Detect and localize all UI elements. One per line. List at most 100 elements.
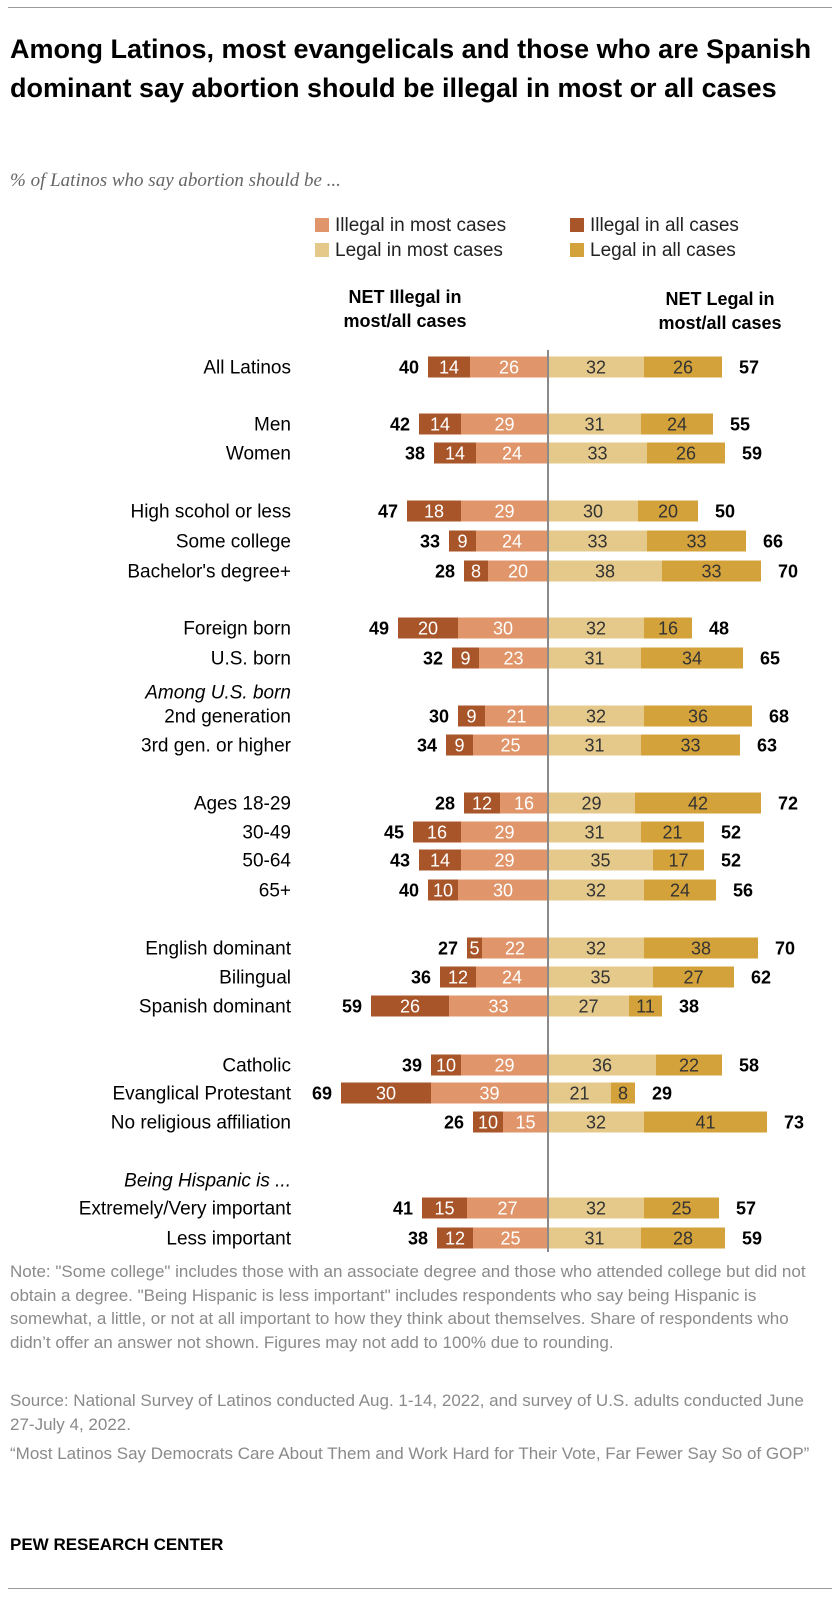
- data-label-legal-most: 35: [590, 968, 610, 988]
- bar-illegal-all: [458, 705, 485, 727]
- row-label: Less important: [166, 1229, 291, 1250]
- data-label-illegal-all: 10: [478, 1113, 498, 1133]
- bar-illegal-all: [341, 1082, 431, 1104]
- bar-legal-most: [548, 413, 641, 435]
- data-label-illegal-all: 30: [376, 1084, 396, 1104]
- bar-legal-most: [548, 1111, 644, 1133]
- data-label-illegal-all: 9: [457, 532, 467, 552]
- legend-label-illegal-most: Illegal in most cases: [335, 215, 507, 236]
- data-label-legal-all: 11: [636, 997, 655, 1017]
- bar-legal-all: [647, 530, 746, 552]
- data-label-legal-most: 32: [586, 939, 606, 959]
- bar-legal-all: [644, 705, 752, 727]
- net-illegal-header-line1: NET Illegal in: [348, 287, 462, 307]
- bar-illegal-most: [461, 821, 548, 843]
- section-label: Being Hispanic is ...: [124, 1171, 291, 1192]
- row-label: 3rd gen. or higher: [141, 736, 292, 757]
- net-illegal-value: 47: [378, 502, 398, 522]
- data-label-legal-all: 24: [670, 881, 690, 901]
- data-label-illegal-most: 16: [514, 794, 534, 814]
- net-illegal-value: 69: [312, 1084, 332, 1104]
- data-label-illegal-most: 29: [494, 1056, 514, 1076]
- bar-illegal-most: [503, 1111, 548, 1133]
- pew-logo: PEW RESEARCH CENTER: [10, 1535, 224, 1554]
- data-label-illegal-all: 12: [445, 1229, 465, 1249]
- net-legal-value: 56: [733, 881, 753, 901]
- bar-illegal-all: [413, 821, 461, 843]
- legend-swatch-illegal-all: [570, 218, 584, 232]
- data-label-illegal-all: 14: [430, 415, 450, 435]
- data-label-legal-all: 25: [671, 1199, 691, 1219]
- bar-illegal-most: [482, 937, 548, 959]
- net-legal-header: NET Legal in most/all cases: [612, 287, 828, 335]
- bar-legal-most: [548, 1054, 656, 1076]
- data-label-illegal-most: 23: [503, 649, 523, 669]
- bar-legal-most: [548, 442, 647, 464]
- top-rule: [8, 7, 832, 8]
- net-illegal-value: 27: [438, 939, 458, 959]
- net-illegal-value: 49: [369, 619, 389, 639]
- bar-illegal-all: [422, 1197, 467, 1219]
- row-label: Bachelor's degree+: [127, 562, 291, 583]
- bar-illegal-most: [467, 1197, 548, 1219]
- bar-illegal-all: [428, 356, 470, 378]
- bar-illegal-all: [431, 1054, 461, 1076]
- data-label-legal-all: 42: [688, 794, 708, 814]
- net-illegal-value: 38: [408, 1229, 428, 1249]
- data-label-illegal-most: 24: [502, 532, 522, 552]
- data-label-legal-all: 38: [691, 939, 711, 959]
- bar-illegal-all: [371, 995, 449, 1017]
- row-label: 65+: [259, 881, 291, 902]
- section-label: Among U.S. born: [144, 683, 291, 704]
- row-label: 50-64: [242, 851, 291, 872]
- bar-legal-all: [635, 792, 761, 814]
- data-label-legal-all: 34: [682, 649, 702, 669]
- data-label-illegal-all: 9: [460, 649, 470, 669]
- data-label-illegal-all: 14: [445, 444, 465, 464]
- data-label-legal-all: 28: [673, 1229, 693, 1249]
- bar-illegal-all: [464, 792, 500, 814]
- net-illegal-value: 36: [411, 968, 431, 988]
- bar-legal-most: [548, 1227, 641, 1249]
- row-label: U.S. born: [211, 649, 291, 670]
- bar-illegal-all: [434, 442, 476, 464]
- bar-illegal-most: [485, 705, 548, 727]
- row-label: Catholic: [222, 1056, 291, 1077]
- data-label-legal-most: 32: [586, 358, 606, 378]
- data-label-illegal-all: 10: [436, 1056, 456, 1076]
- net-illegal-value: 40: [399, 358, 419, 378]
- net-legal-value: 59: [742, 444, 762, 464]
- bar-illegal-all: [473, 1111, 503, 1133]
- bar-legal-all: [644, 1197, 719, 1219]
- bar-legal-all: [644, 937, 758, 959]
- data-label-legal-most: 29: [581, 794, 601, 814]
- data-label-illegal-all: 9: [454, 736, 464, 756]
- data-label-illegal-all: 16: [427, 823, 447, 843]
- net-legal-value: 58: [739, 1056, 759, 1076]
- net-illegal-value: 43: [390, 851, 410, 871]
- bar-illegal-most: [458, 617, 548, 639]
- net-legal-value: 38: [679, 997, 699, 1017]
- row-label: No religious affiliation: [111, 1113, 291, 1134]
- row-label: Extremely/Very important: [79, 1199, 292, 1220]
- net-legal-value: 65: [760, 649, 780, 669]
- data-label-legal-all: 8: [618, 1084, 628, 1104]
- data-label-legal-most: 31: [584, 1229, 604, 1249]
- bar-legal-most: [548, 705, 644, 727]
- chart-subtitle: % of Latinos who say abortion should be …: [10, 170, 341, 191]
- bar-legal-all: [656, 1054, 722, 1076]
- bar-legal-all: [641, 413, 713, 435]
- bar-illegal-most: [476, 966, 548, 988]
- net-illegal-value: 42: [390, 415, 410, 435]
- net-illegal-value: 40: [399, 881, 419, 901]
- data-label-legal-most: 33: [587, 444, 607, 464]
- data-label-illegal-all: 14: [430, 851, 450, 871]
- net-legal-value: 72: [778, 794, 798, 814]
- row-label: Evanglical Protestant: [113, 1084, 292, 1105]
- bar-legal-all: [644, 879, 716, 901]
- legend-illegal-all: Illegal in all cases: [570, 215, 739, 237]
- bar-legal-all: [641, 1227, 725, 1249]
- bar-legal-all: [641, 647, 743, 669]
- data-label-illegal-all: 12: [472, 794, 492, 814]
